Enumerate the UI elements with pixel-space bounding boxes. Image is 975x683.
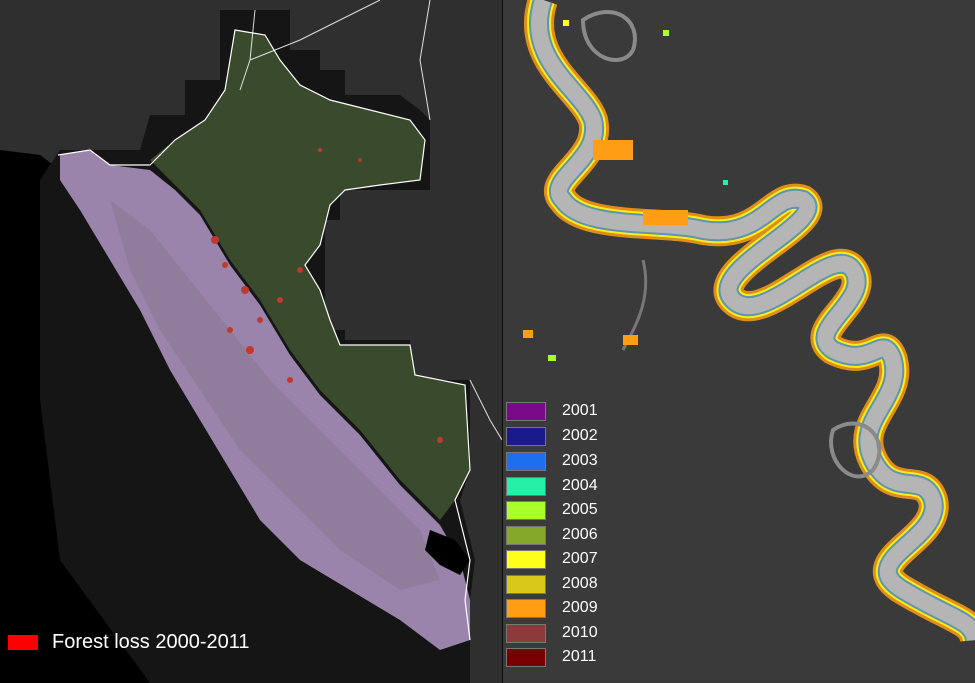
oxbow-2 xyxy=(829,421,882,479)
legend-swatch-2003 xyxy=(506,451,546,471)
forest-loss-label: Forest loss 2000-2011 xyxy=(52,630,250,653)
legend-row-2010: 2010 xyxy=(506,622,598,644)
legend-label-2001: 2001 xyxy=(562,402,598,419)
legend-label-2002: 2002 xyxy=(562,427,598,444)
legend-label-2004: 2004 xyxy=(562,477,598,494)
legend-swatch-2009 xyxy=(506,598,546,618)
legend-swatch-2011 xyxy=(506,647,546,667)
legend-label-2011: 2011 xyxy=(562,648,597,665)
legend-swatch-2007 xyxy=(506,549,546,569)
legend-label-2003: 2003 xyxy=(562,452,598,469)
legend-row-2002: 2002 xyxy=(506,425,598,447)
neighbor-boundaries xyxy=(239,0,502,441)
legend-row-2001: 2001 xyxy=(506,400,598,422)
legend-swatch-2006 xyxy=(506,525,546,545)
scattered-change-pixels xyxy=(523,20,728,361)
peru-map-panel: Forest loss 2000-2011 xyxy=(0,0,502,683)
legend-label-2010: 2010 xyxy=(562,624,598,641)
river-detail-panel xyxy=(503,0,975,683)
legend-swatch-2008 xyxy=(506,574,546,594)
legend-label-2007: 2007 xyxy=(562,550,598,567)
oxbow-1 xyxy=(580,9,637,62)
legend-row-2006: 2006 xyxy=(506,524,598,546)
lake-titicaca xyxy=(425,530,470,575)
legend-row-2011: 2011 xyxy=(506,646,596,668)
andes-highlands xyxy=(110,200,440,590)
forest-loss-patches xyxy=(211,148,443,443)
legend-row-2003: 2003 xyxy=(506,450,598,472)
legend-swatch-2002 xyxy=(506,426,546,446)
legend-swatch-2001 xyxy=(506,401,546,421)
legend-swatch-2005 xyxy=(506,500,546,520)
peru-map xyxy=(0,0,502,683)
river-channel xyxy=(530,0,975,642)
legend-swatch-2004 xyxy=(506,476,546,496)
river-map xyxy=(503,0,975,683)
legend-row-2004: 2004 xyxy=(506,475,598,497)
peru-boundary xyxy=(57,29,471,641)
legend-label-2008: 2008 xyxy=(562,575,598,592)
legend-label-2009: 2009 xyxy=(562,599,598,616)
legend-row-2005: 2005 xyxy=(506,499,598,521)
amazon-forest xyxy=(150,30,470,520)
legend-row-2008: 2008 xyxy=(506,573,598,595)
legend-swatch-2010 xyxy=(506,623,546,643)
legend-label-2006: 2006 xyxy=(562,526,598,543)
legend-row-2007: 2007 xyxy=(506,548,598,570)
forest-loss-swatch xyxy=(8,634,38,650)
forest-loss-legend: Forest loss 2000-2011 xyxy=(8,628,250,656)
legend-row-2009: 2009 xyxy=(506,597,598,619)
legend-label-2005: 2005 xyxy=(562,501,598,518)
